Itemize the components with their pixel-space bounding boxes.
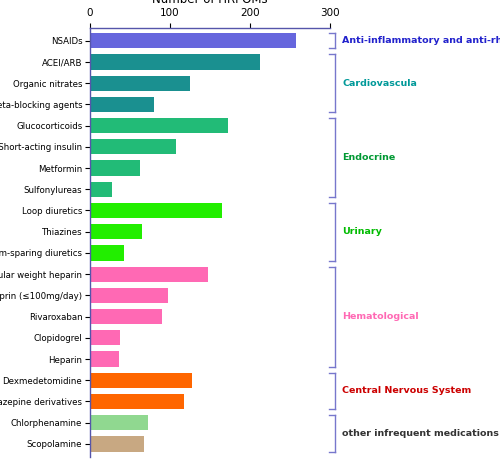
Bar (90, 139, 176, 154)
Bar (90, 373, 192, 388)
Bar (90, 224, 142, 240)
Bar (90, 288, 168, 303)
Bar (90, 415, 148, 431)
Bar (90, 33, 296, 48)
Bar (90, 54, 260, 69)
Text: Endocrine: Endocrine (342, 153, 396, 162)
Bar (90, 118, 228, 133)
Bar (90, 351, 119, 367)
Bar (90, 75, 190, 91)
Bar (90, 309, 162, 324)
Bar (90, 97, 154, 112)
Bar (90, 394, 184, 409)
Text: Anti-inflammatory and anti-rheumatic: Anti-inflammatory and anti-rheumatic (342, 36, 500, 45)
Text: other infrequent medications: other infrequent medications (342, 429, 500, 438)
Bar (90, 436, 144, 452)
Bar (90, 330, 120, 345)
Text: Hematological: Hematological (342, 312, 419, 321)
Bar (90, 245, 124, 260)
Text: Central Nervous System: Central Nervous System (342, 386, 471, 395)
Bar (90, 160, 140, 176)
X-axis label: Number of HRPOMs: Number of HRPOMs (152, 0, 268, 6)
Bar (90, 203, 222, 218)
Text: Cardiovascula: Cardiovascula (342, 79, 417, 88)
Bar (90, 182, 112, 197)
Bar (90, 267, 208, 282)
Text: Urinary: Urinary (342, 227, 382, 236)
